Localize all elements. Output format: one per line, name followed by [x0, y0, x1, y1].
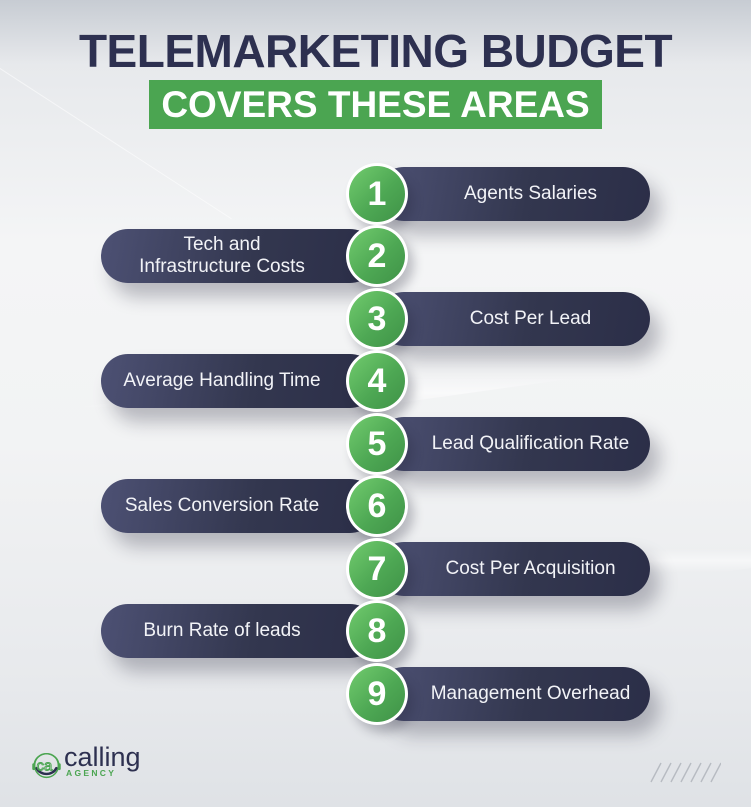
- svg-text:ca: ca: [36, 758, 52, 775]
